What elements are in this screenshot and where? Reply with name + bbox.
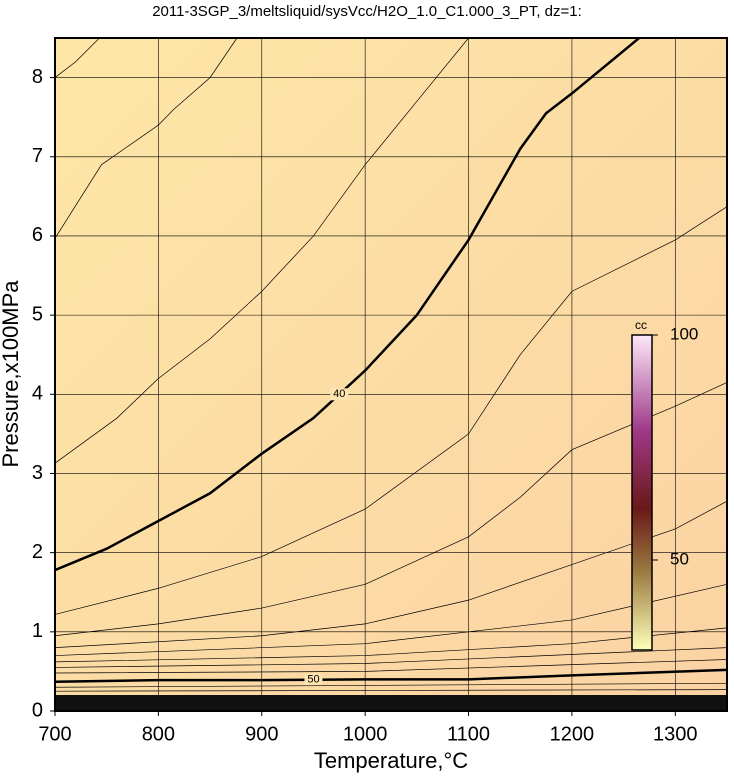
colorbar-tick-label: 50 [670, 549, 689, 568]
x-tick-label: 900 [245, 723, 278, 745]
grid [54, 38, 727, 712]
contour-label-bg [304, 673, 323, 686]
colorbar-label: cc [635, 318, 647, 332]
contour-line [54, 37, 100, 78]
contour-line [54, 37, 640, 572]
contour-line [54, 668, 728, 683]
contour-line [54, 689, 728, 692]
contour-line [54, 659, 728, 674]
y-tick-label: 1 [32, 620, 43, 642]
dense-contours [55, 695, 727, 711]
y-tick-label: 7 [32, 145, 43, 167]
contour-line [54, 500, 728, 649]
contour-line [54, 647, 728, 668]
x-tick-label: 1000 [343, 723, 388, 745]
contour-line [54, 37, 469, 464]
y-tick-label: 8 [32, 66, 43, 88]
colorbar-tick-label: 100 [670, 324, 698, 343]
contour-line [54, 206, 728, 615]
plot-frame [54, 37, 728, 712]
contours: 40 50 [54, 37, 728, 692]
y-tick-label: 6 [32, 224, 43, 246]
x-axis-label: Temperature,°C [314, 748, 468, 773]
contour-line [54, 37, 238, 239]
contour-label: 50 [307, 674, 319, 686]
colorbar [631, 334, 653, 651]
x-tick-label: 1200 [550, 723, 595, 745]
chart-title: 2011-3SGP_3/meltsliquid/sysVcc/H2O_1.0_C… [152, 3, 582, 20]
y-tick-label: 5 [32, 303, 43, 325]
x-tick-label: 1100 [447, 723, 490, 745]
y-tick-label: 0 [32, 699, 43, 721]
x-tick-label: 1300 [653, 723, 698, 745]
y-axis-label: Pressure,x100MPa [0, 280, 23, 468]
y-tick-label: 4 [32, 383, 43, 405]
plot-background [55, 38, 727, 711]
y-tick-label: 2 [32, 541, 43, 563]
x-tick-label: 700 [38, 723, 71, 745]
contour-label-bg [330, 388, 349, 401]
y-tick-label: 3 [32, 462, 43, 484]
contour-line [54, 682, 728, 688]
contour-label: 40 [333, 388, 345, 400]
x-tick-label: 800 [142, 723, 175, 745]
